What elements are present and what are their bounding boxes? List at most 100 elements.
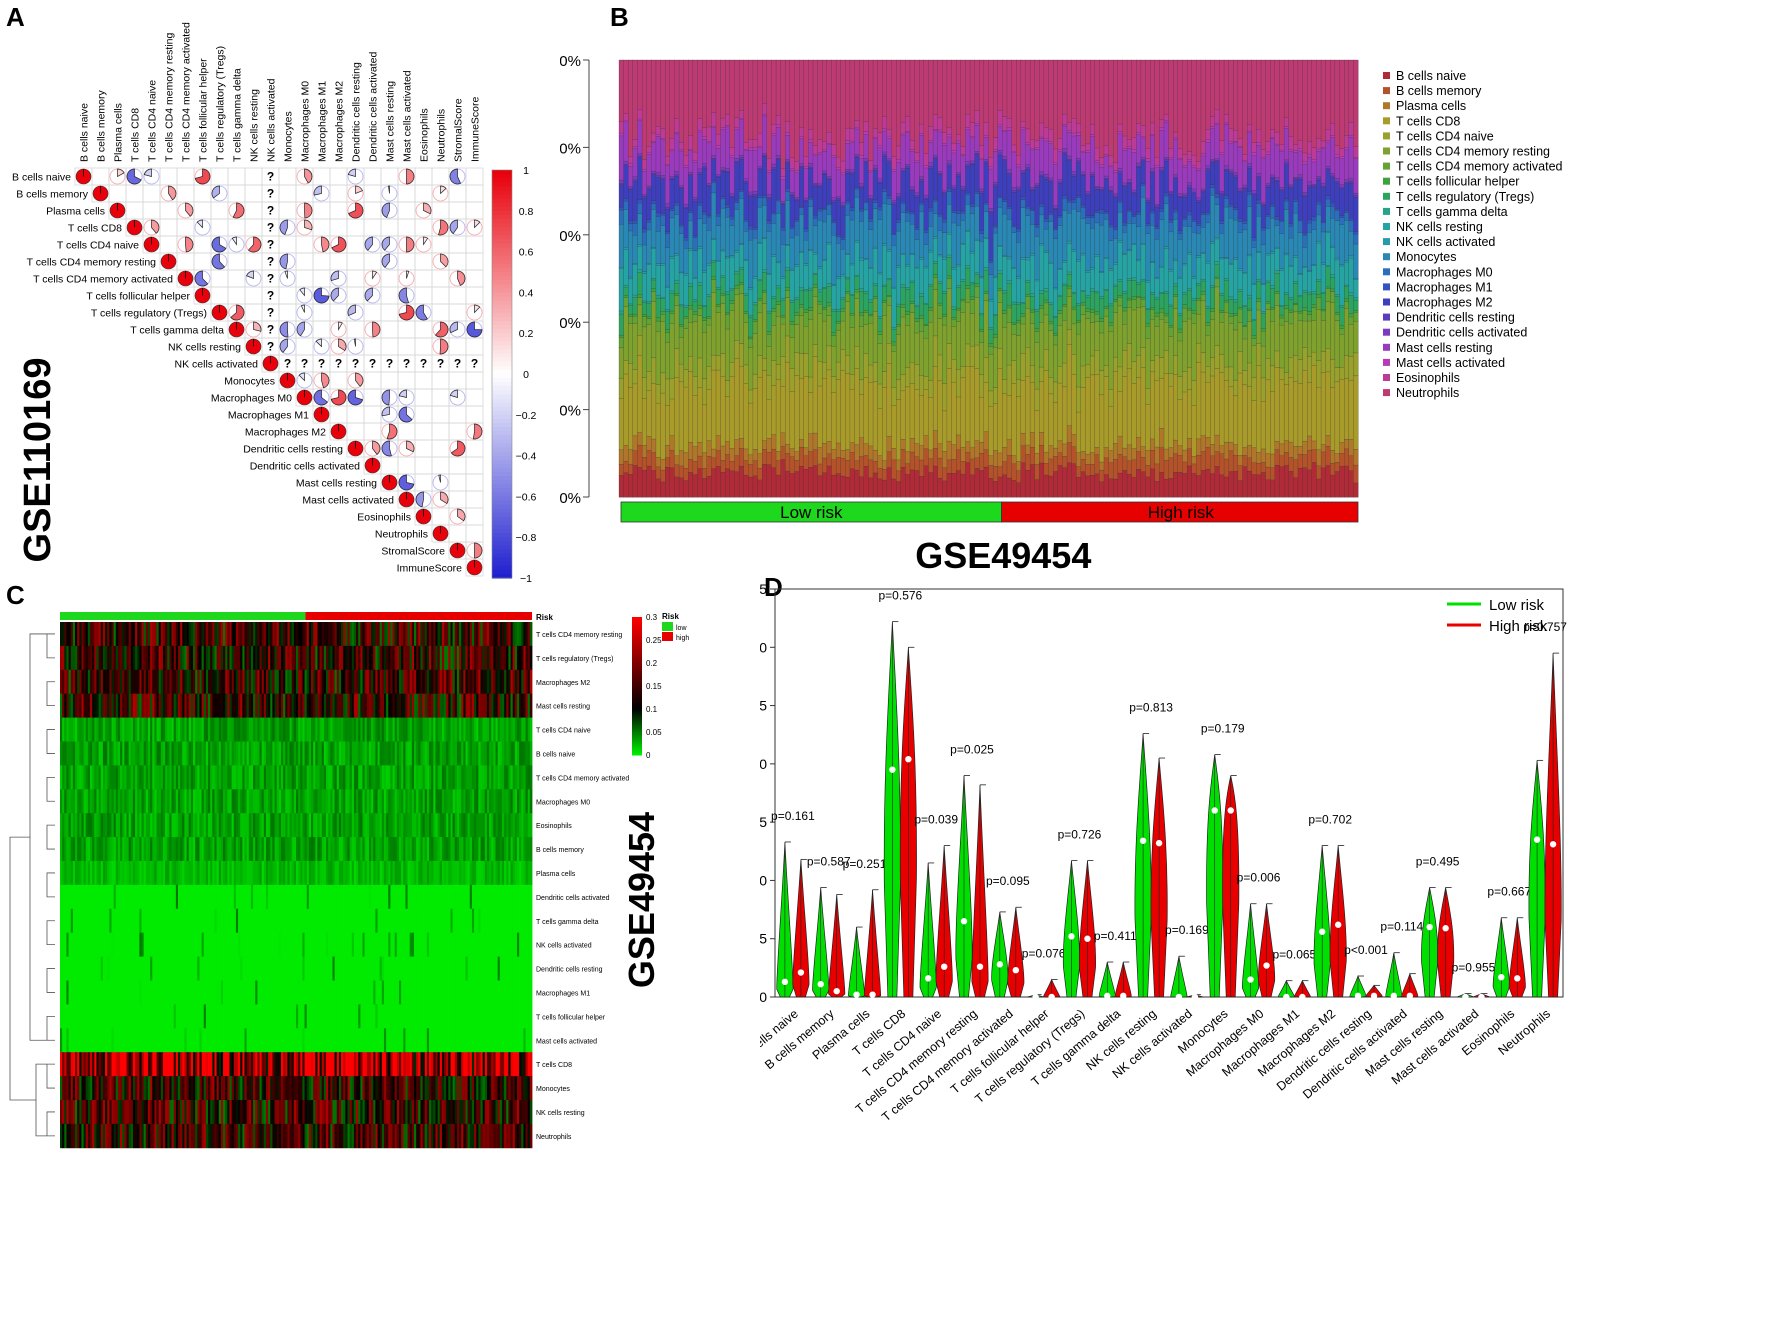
stacked-bar-segment xyxy=(1334,471,1340,498)
stacked-bar-segment xyxy=(1256,298,1262,302)
stacked-bar-segment xyxy=(623,472,629,498)
heatmap-cell xyxy=(175,669,179,695)
stacked-bar-segment xyxy=(988,207,994,212)
stacked-bar-segment xyxy=(1191,188,1197,193)
heatmap-cell xyxy=(171,645,175,671)
stacked-bar-segment xyxy=(706,440,712,457)
stacked-bar-segment xyxy=(868,221,874,230)
grid-cell xyxy=(431,269,450,288)
stacked-bar-segment xyxy=(1034,342,1040,390)
stacked-bar-segment xyxy=(808,206,814,250)
heatmap-cell xyxy=(343,645,346,671)
legend-label: Dendritic cells resting xyxy=(1396,311,1515,325)
stacked-bar-segment xyxy=(1288,187,1294,224)
heatmap-cell xyxy=(109,669,112,695)
stacked-bar-segment xyxy=(886,195,892,199)
stacked-bar-segment xyxy=(900,253,906,285)
heatmap-cell xyxy=(235,645,239,671)
heatmap-cell xyxy=(465,622,469,647)
stacked-bar-segment xyxy=(688,59,694,136)
heatmap-cell xyxy=(253,645,256,671)
stacked-bar-segment xyxy=(1043,228,1049,252)
stacked-bar-segment xyxy=(1043,290,1049,301)
stacked-bar-segment xyxy=(914,306,920,320)
stacked-bar-segment xyxy=(628,230,634,278)
grid-cell xyxy=(465,388,484,407)
stacked-bar-segment xyxy=(762,115,768,154)
stacked-bar-segment xyxy=(711,239,717,261)
grid-cell xyxy=(227,167,246,186)
stacked-bar-segment xyxy=(766,198,772,221)
stacked-bar-segment xyxy=(683,166,689,205)
stacked-bar-segment xyxy=(748,138,754,149)
stacked-bar-segment xyxy=(854,368,860,445)
stacked-bar-segment xyxy=(845,140,851,144)
stacked-bar-segment xyxy=(1237,465,1243,481)
stacked-bar-segment xyxy=(1270,308,1276,322)
stacked-bar-segment xyxy=(1020,258,1026,303)
stacked-bar-segment xyxy=(1348,323,1354,357)
grid-cell xyxy=(244,184,263,203)
grid-cell xyxy=(210,218,229,237)
stacked-bar-segment xyxy=(928,141,934,163)
stacked-bar-segment xyxy=(1085,272,1091,296)
stacked-bar-segment xyxy=(974,110,980,125)
stacked-bar-segment xyxy=(919,134,925,177)
stacked-bar-segment xyxy=(826,345,832,371)
grid-cell xyxy=(397,218,416,237)
grid-cell xyxy=(329,252,348,271)
stacked-bar-segment xyxy=(1094,292,1100,312)
stacked-bar-segment xyxy=(1126,139,1133,147)
grid-cell xyxy=(329,371,348,390)
stacked-bar-segment xyxy=(909,213,916,225)
stacked-bar-segment xyxy=(923,435,929,450)
stacked-bar-segment xyxy=(900,438,906,450)
colorbar-step xyxy=(492,170,512,175)
stacked-bar-segment xyxy=(1223,441,1230,460)
stacked-bar-segment xyxy=(1330,274,1336,278)
stacked-bar-segment xyxy=(1353,231,1359,235)
stacked-bar-segment xyxy=(997,246,1003,271)
stacked-bar-segment xyxy=(1057,217,1063,226)
stacked-bar-segment xyxy=(854,469,860,498)
stacked-bar-segment xyxy=(1191,473,1197,498)
stacked-bar-segment xyxy=(803,352,809,377)
heatmap-cell xyxy=(512,622,516,647)
stacked-bar-segment xyxy=(628,59,634,158)
stacked-bar-segment xyxy=(655,126,661,135)
stacked-bar-segment xyxy=(1293,459,1299,478)
stacked-bar-segment xyxy=(863,134,869,159)
heatmap-cell xyxy=(265,669,269,695)
stacked-bar-segment xyxy=(1353,279,1359,298)
stacked-bar-segment xyxy=(1117,366,1123,392)
stacked-bar-segment xyxy=(1256,172,1262,177)
stacked-bar-segment xyxy=(942,410,948,452)
stacked-bar-segment xyxy=(678,465,685,478)
corr-pie xyxy=(211,185,220,199)
stacked-bar-segment xyxy=(974,297,980,346)
stacked-bar-segment xyxy=(1150,172,1156,211)
corr-pie xyxy=(423,236,429,246)
stacked-bar-segment xyxy=(1233,209,1239,221)
stacked-bar-segment xyxy=(974,205,980,240)
heatmap-cell xyxy=(218,645,222,671)
stacked-bar-segment xyxy=(914,364,920,390)
stacked-bar-segment xyxy=(1168,158,1174,192)
stacked-bar-segment xyxy=(1311,265,1317,292)
heatmap-cell xyxy=(459,622,462,647)
stacked-bar-segment xyxy=(762,303,768,359)
stacked-bar-segment xyxy=(1265,303,1271,311)
stacked-bar-segment xyxy=(665,378,671,406)
heatmap-cell xyxy=(180,669,183,695)
corr-pie xyxy=(449,389,458,398)
stacked-bar-segment xyxy=(1242,370,1248,386)
heatmap-cell xyxy=(75,645,78,671)
stacked-bar-segment xyxy=(1020,432,1026,446)
stacked-bar-segment xyxy=(1237,221,1243,233)
na-mark: ? xyxy=(267,340,274,354)
stacked-bar-segment xyxy=(1274,225,1280,248)
stacked-bar-segment xyxy=(932,262,939,275)
stacked-bar-segment xyxy=(997,476,1003,498)
stacked-bar-segment xyxy=(872,127,879,138)
stacked-bar-segment xyxy=(1256,281,1262,299)
